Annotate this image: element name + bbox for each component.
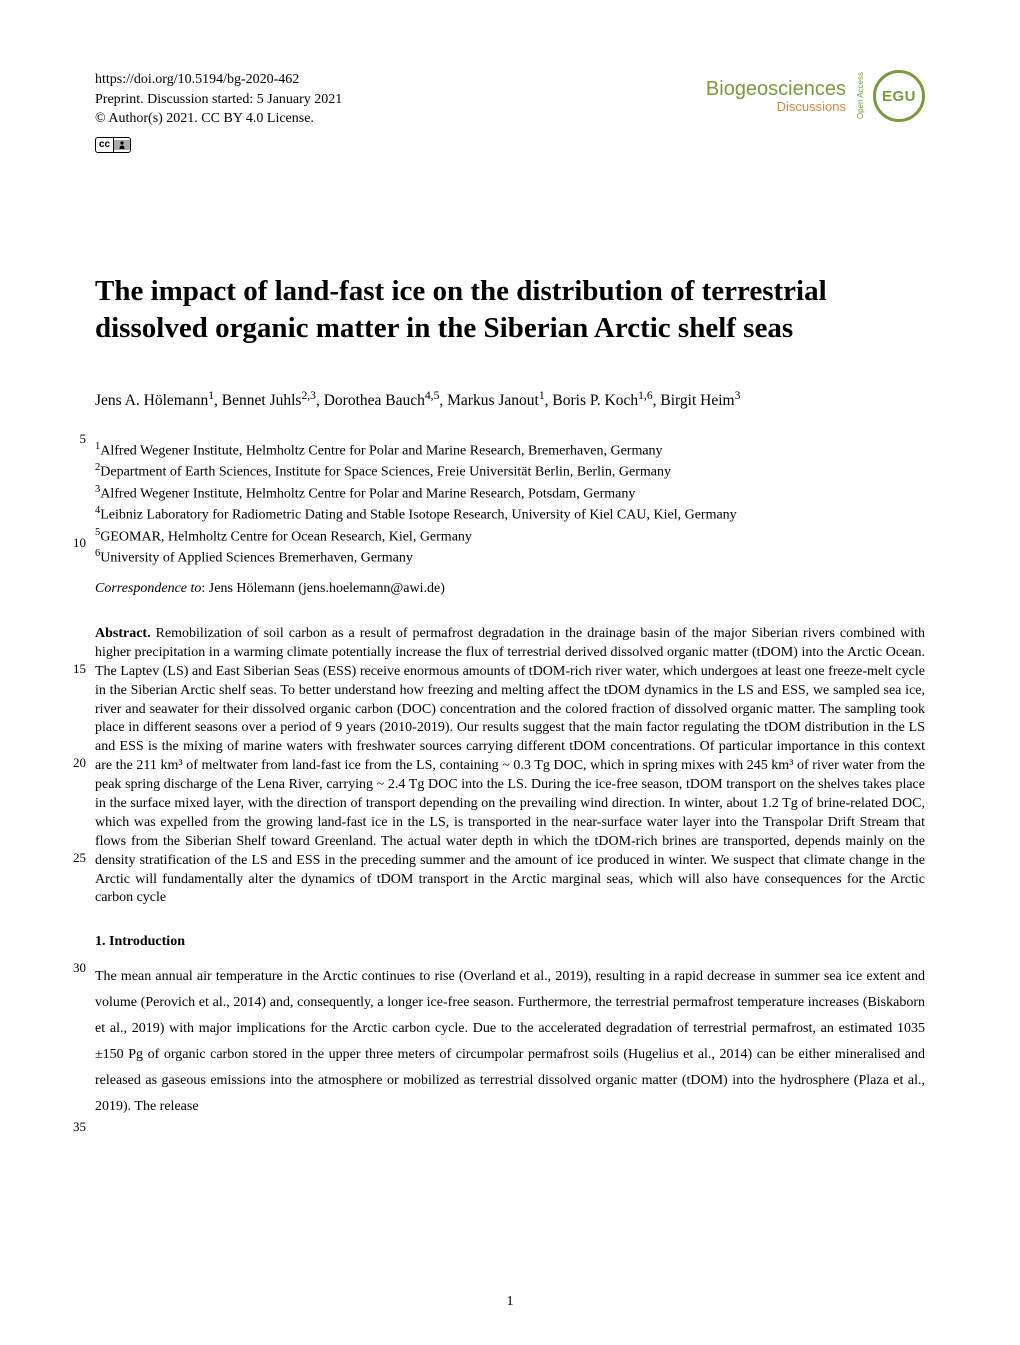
open-access-label: Open Access [856,72,865,119]
affiliation-item: 2Department of Earth Sciences, Institute… [95,461,925,483]
line-number: 20 [66,755,86,771]
journal-title-block: Biogeosciences Discussions [706,78,846,114]
line-number: 15 [66,661,86,677]
line-number: 35 [66,1119,86,1135]
journal-subtitle: Discussions [706,99,846,114]
affiliation-item: 3Alfred Wegener Institute, Helmholtz Cen… [95,483,925,505]
affiliation-item: 1Alfred Wegener Institute, Helmholtz Cen… [95,440,925,462]
correspondence-label: Correspondence to [95,581,201,596]
page-number: 1 [507,1294,514,1310]
line-number: 5 [66,431,86,447]
egu-logo: EGU [873,70,925,122]
paper-title: The impact of land-fast ice on the distr… [95,273,925,346]
line-number: 25 [66,850,86,866]
by-icon [114,140,130,150]
line-number: 30 [66,960,86,976]
abstract-text: Remobilization of soil carbon as a resul… [95,626,925,905]
correspondence-text: : Jens Hölemann (jens.hoelemann@awi.de) [201,581,444,596]
affiliation-item: 4Leibniz Laboratory for Radiometric Dati… [95,504,925,526]
line-number: 10 [66,535,86,551]
intro-paragraph: The mean annual air temperature in the A… [95,964,925,1119]
cc-by-badge: cc [95,137,131,153]
abstract-label: Abstract. [95,626,151,641]
cc-icon: cc [96,138,114,152]
affiliations-list: 1Alfred Wegener Institute, Helmholtz Cen… [95,440,925,569]
author-list: Jens A. Hölemann1, Bennet Juhls2,3, Doro… [95,388,925,412]
section-heading: 1. Introduction [95,934,925,950]
abstract-block: Abstract. Remobilization of soil carbon … [95,625,925,908]
journal-logo-area: Biogeosciences Discussions Open Access E… [706,70,925,122]
affiliation-item: 6University of Applied Sciences Bremerha… [95,547,925,569]
correspondence-line: Correspondence to: Jens Hölemann (jens.h… [95,581,925,597]
affiliation-item: 5GEOMAR, Helmholtz Centre for Ocean Rese… [95,526,925,548]
journal-name: Biogeosciences [706,78,846,101]
